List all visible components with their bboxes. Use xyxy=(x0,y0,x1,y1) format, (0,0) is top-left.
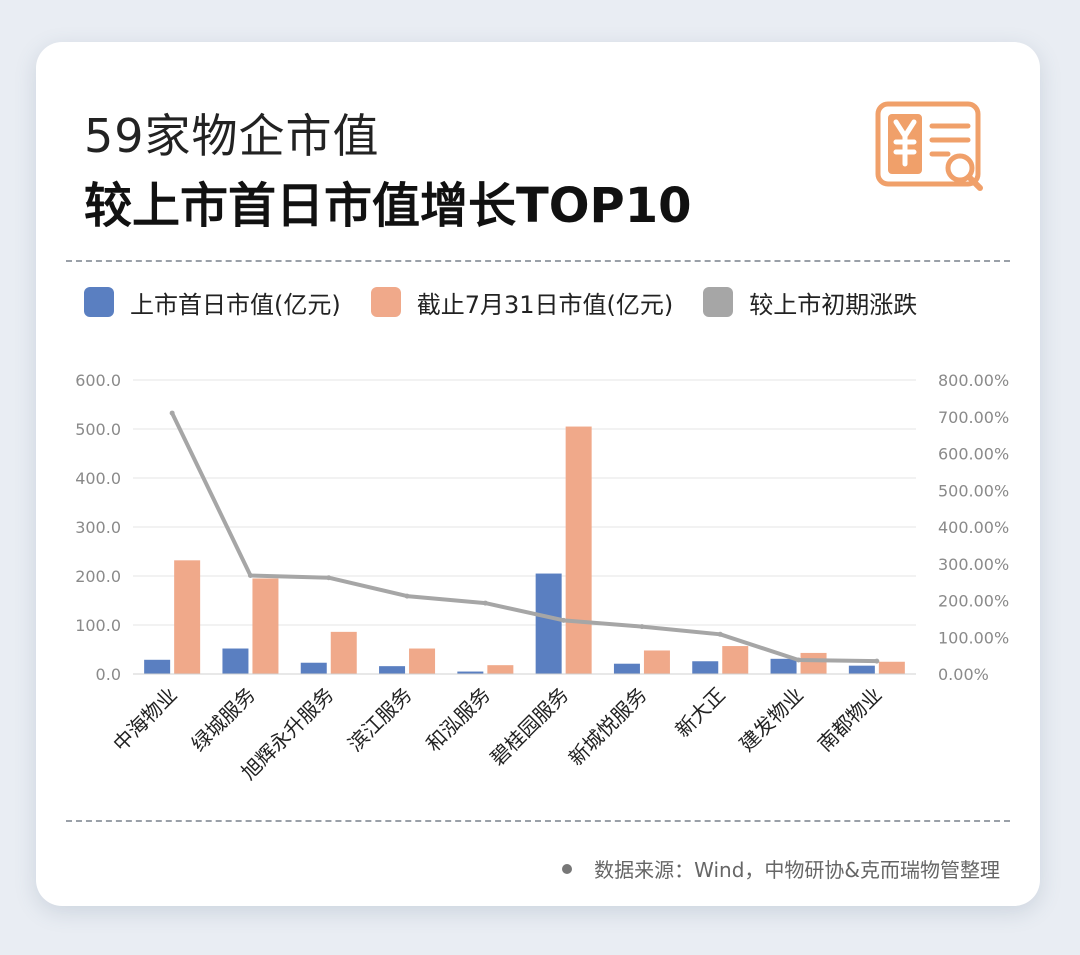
bar-first-day xyxy=(300,662,327,674)
combo-chart: 0.0 100.0 200.0 300.0 400.0 500.0 600.0 0.00% 10… xyxy=(75,371,1009,784)
line-point xyxy=(874,658,880,664)
y-right-tick-label: 300.00% xyxy=(938,555,1009,574)
line-point xyxy=(404,593,410,599)
line-point xyxy=(639,624,645,630)
bar-jul31 xyxy=(487,665,514,674)
x-category-label: 滨江服务 xyxy=(343,683,417,757)
y-left-tick-label: 400.0 xyxy=(75,469,121,488)
y-left-tick-label: 0.0 xyxy=(96,665,121,684)
bar-first-day xyxy=(770,658,797,674)
bar-first-day xyxy=(144,659,171,674)
line-point xyxy=(561,617,567,623)
source-note: 数据来源：Wind，中物研协&克而瑞物管整理 xyxy=(562,854,1000,883)
bar-jul31 xyxy=(174,560,201,674)
bar-jul31 xyxy=(878,661,905,674)
line-point xyxy=(796,657,802,663)
y-right-tick-label: 400.00% xyxy=(938,518,1009,537)
x-category-label: 中海物业 xyxy=(108,683,182,757)
receipt-yen-magnifier-icon xyxy=(875,101,983,191)
bar-jul31 xyxy=(409,648,436,674)
line-point xyxy=(717,631,723,637)
legend-label: 较上市初期涨跌 xyxy=(749,290,918,319)
chart-card: 59家物企市值 较上市首日市值增长TOP10 上市首日市值(亿元) 截止7月31… xyxy=(36,42,1040,906)
legend-item-first-day: 上市首日市值(亿元) xyxy=(84,285,341,320)
y-left-tick-label: 100.0 xyxy=(75,616,121,635)
x-category-label: 新城悦服务 xyxy=(564,683,652,771)
source-text: 数据来源：Wind，中物研协&克而瑞物管整理 xyxy=(594,858,1000,882)
x-category-label: 和泓服务 xyxy=(421,683,495,757)
bar-jul31 xyxy=(800,652,827,674)
bar-jul31 xyxy=(565,426,592,674)
y-left-tick-label: 500.0 xyxy=(75,420,121,439)
x-category-label: 新大正 xyxy=(670,683,729,742)
chart-legend: 上市首日市值(亿元) 截止7月31日市值(亿元) 较上市初期涨跌 xyxy=(84,282,947,322)
y-right-tick-label: 100.00% xyxy=(938,628,1009,647)
y-left-tick-label: 300.0 xyxy=(75,518,121,537)
page-title: 59家物企市值 xyxy=(84,109,380,163)
line-point xyxy=(326,575,332,581)
legend-item-jul31: 截止7月31日市值(亿元) xyxy=(370,285,674,320)
top-divider xyxy=(66,260,1010,262)
x-category-label: 南都物业 xyxy=(813,683,887,757)
y-left-tick-label: 200.0 xyxy=(75,567,121,586)
line-point xyxy=(169,410,175,416)
legend-item-change: 较上市初期涨跌 xyxy=(703,285,917,320)
legend-swatch xyxy=(703,287,734,317)
line-point xyxy=(482,600,488,606)
bar-first-day xyxy=(692,661,719,674)
line-change-series xyxy=(170,412,877,664)
line-point xyxy=(247,573,253,579)
y-right-tick-label: 600.00% xyxy=(938,445,1009,464)
bar-first-day xyxy=(535,573,562,674)
y-right-tick-label: 700.00% xyxy=(938,408,1009,427)
legend-swatch xyxy=(84,287,114,317)
bar-jul31 xyxy=(252,578,279,674)
y-right-tick-label: 200.00% xyxy=(938,592,1009,611)
legend-swatch xyxy=(370,287,401,317)
x-category-label: 建发物业 xyxy=(735,683,809,757)
legend-label: 上市首日市值(亿元) xyxy=(130,290,341,319)
y-right-tick-label: 500.00% xyxy=(938,481,1009,500)
bar-jul31 xyxy=(722,646,749,674)
bullet-icon xyxy=(562,863,573,874)
bar-first-day xyxy=(613,663,640,674)
bar-first-day xyxy=(222,648,249,674)
y-right-tick-label: 800.00% xyxy=(938,371,1009,390)
page-subtitle: 较上市首日市值增长TOP10 xyxy=(84,178,692,234)
legend-label: 截止7月31日市值(亿元) xyxy=(416,290,674,319)
bar-first-day xyxy=(457,671,484,674)
bar-first-day xyxy=(379,666,406,674)
y-left-tick-label: 600.0 xyxy=(75,371,121,390)
bar-jul31 xyxy=(643,650,670,674)
x-category-label: 绿城服务 xyxy=(186,683,260,757)
bar-first-day xyxy=(848,665,875,674)
bottom-divider xyxy=(66,820,1010,822)
bar-jul31 xyxy=(330,631,357,674)
x-category-label: 碧桂园服务 xyxy=(486,683,574,771)
y-right-tick-label: 0.00% xyxy=(938,665,989,684)
